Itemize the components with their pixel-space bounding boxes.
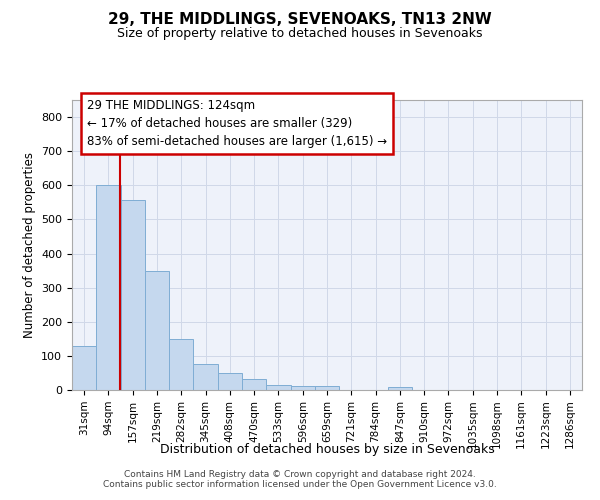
Bar — [315, 386, 339, 390]
Bar — [290, 386, 315, 390]
Bar — [145, 272, 169, 390]
Text: Distribution of detached houses by size in Sevenoaks: Distribution of detached houses by size … — [160, 442, 494, 456]
Bar — [72, 346, 96, 390]
Bar — [169, 339, 193, 390]
Text: 29 THE MIDDLINGS: 124sqm
← 17% of detached houses are smaller (329)
83% of semi-: 29 THE MIDDLINGS: 124sqm ← 17% of detach… — [88, 98, 388, 148]
Bar — [242, 378, 266, 390]
Bar — [121, 200, 145, 390]
Text: Contains public sector information licensed under the Open Government Licence v3: Contains public sector information licen… — [103, 480, 497, 489]
Text: Size of property relative to detached houses in Sevenoaks: Size of property relative to detached ho… — [117, 28, 483, 40]
Bar — [266, 385, 290, 390]
Bar — [96, 186, 121, 390]
Text: Contains HM Land Registry data © Crown copyright and database right 2024.: Contains HM Land Registry data © Crown c… — [124, 470, 476, 479]
Text: 29, THE MIDDLINGS, SEVENOAKS, TN13 2NW: 29, THE MIDDLINGS, SEVENOAKS, TN13 2NW — [108, 12, 492, 28]
Bar — [388, 388, 412, 390]
Bar — [193, 364, 218, 390]
Y-axis label: Number of detached properties: Number of detached properties — [23, 152, 35, 338]
Bar — [218, 373, 242, 390]
